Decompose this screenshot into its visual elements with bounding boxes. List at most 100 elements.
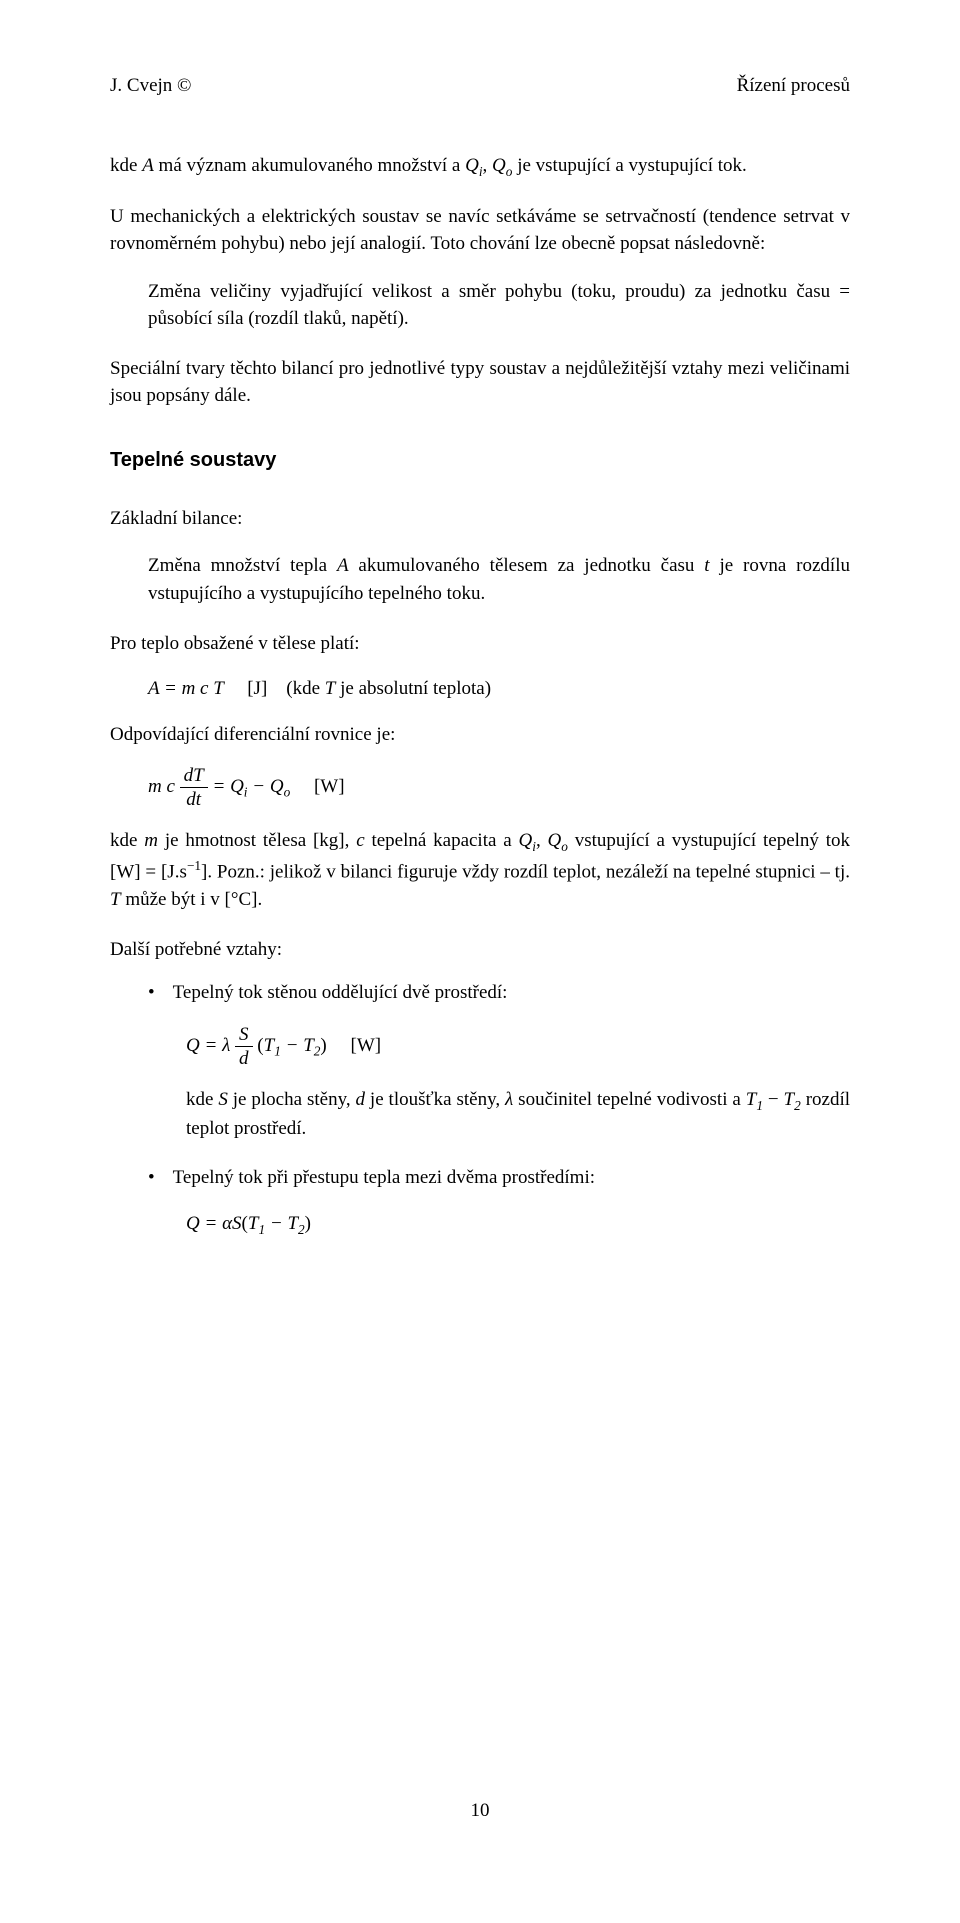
- sub-o: o: [284, 785, 291, 800]
- indented-definition-2: Změna množství tepla A akumulovaného těl…: [148, 552, 850, 607]
- var-S: S: [218, 1089, 228, 1110]
- text: součinitel tepelné vodivosti a: [513, 1089, 745, 1110]
- text: akumulovaného tělesem za jednotku času: [349, 555, 705, 576]
- formula-wall-flux: Q = λ Sd (T1 − T2) [W]: [186, 1025, 850, 1068]
- text: vstupující a vystupující tepelný tok: [568, 830, 850, 851]
- var-A: A: [142, 155, 154, 176]
- numerator: dT: [180, 766, 208, 788]
- var-T: T: [110, 889, 121, 910]
- paren-close: ): [305, 1213, 311, 1234]
- text: může být i v: [121, 889, 225, 910]
- text: kde: [186, 1089, 218, 1110]
- bullet-2: • Tepelný tok při přestupu tepla mezi dv…: [148, 1164, 850, 1192]
- indented-definition-1: Změna veličiny vyjadřující velikost a sm…: [148, 278, 850, 333]
- Q: Q: [186, 1035, 200, 1056]
- header-author: J. Cvejn ©: [110, 72, 191, 100]
- var-T1: T: [746, 1089, 757, 1110]
- var-Qi: Q: [519, 830, 533, 851]
- numerator: S: [235, 1025, 253, 1047]
- sub1: 1: [756, 1098, 763, 1113]
- unit-W: [W]: [110, 862, 141, 883]
- S: S: [232, 1213, 242, 1234]
- unit: [W]: [314, 776, 345, 797]
- paragraph-9: kde m je hmotnost tělesa [kg], c tepelná…: [110, 827, 850, 913]
- text: Změna množství tepla: [148, 555, 337, 576]
- note-open: (kde: [286, 678, 325, 699]
- sub1: 1: [274, 1043, 281, 1058]
- text: je plocha stěny,: [228, 1089, 356, 1110]
- sub2: 2: [794, 1098, 801, 1113]
- denominator: d: [235, 1047, 253, 1068]
- sub2: 2: [298, 1222, 305, 1237]
- Qi: Q: [230, 776, 244, 797]
- bullet-1: • Tepelný tok stěnou oddělující dvě pros…: [148, 979, 850, 1007]
- var-T2: T: [784, 1089, 795, 1110]
- formula-transfer-flux: Q = αS(T1 − T2): [186, 1210, 850, 1239]
- unit-degC: [°C]: [225, 889, 258, 910]
- text: ,: [536, 830, 548, 851]
- denominator: dt: [180, 788, 208, 809]
- T2: T: [303, 1035, 314, 1056]
- unit: [W]: [351, 1035, 382, 1056]
- paragraph-1: kde A má význam akumulovaného množství a…: [110, 152, 850, 181]
- minus: −: [265, 1213, 287, 1234]
- bullet-dot-icon: •: [148, 1164, 155, 1192]
- paragraph-7: Pro teplo obsažené v tělese platí:: [110, 630, 850, 658]
- text: má význam akumulovaného množství a: [154, 155, 465, 176]
- fraction-S-d: Sd: [235, 1025, 253, 1068]
- text: ,: [345, 830, 357, 851]
- var-m: m: [144, 830, 158, 851]
- text: kde: [110, 155, 142, 176]
- text: . Pozn.: jelikož v bilanci figuruje vždy…: [207, 862, 850, 883]
- paragraph-8: Odpovídající diferenciální rovnice je:: [110, 721, 850, 749]
- eq: =: [200, 1035, 222, 1056]
- T1: T: [248, 1213, 259, 1234]
- sub-o: o: [561, 839, 568, 854]
- minus: −: [281, 1035, 303, 1056]
- exp: −1: [187, 858, 201, 873]
- eq: =: [208, 776, 230, 797]
- eq: =: [200, 1213, 222, 1234]
- note-close: je absolutní teplota): [335, 678, 491, 699]
- text: ,: [483, 155, 493, 176]
- paragraph-2: U mechanických a elektrických soustav se…: [110, 203, 850, 258]
- text: tepelná kapacita a: [365, 830, 519, 851]
- formula-heat-content: A = m c T [J] (kde T je absolutní teplot…: [148, 675, 850, 703]
- unit: [J]: [247, 678, 267, 699]
- var-d: d: [356, 1089, 366, 1110]
- var-Qo: Q: [548, 830, 562, 851]
- page: J. Cvejn © Řízení procesů kde A má význa…: [110, 72, 850, 1863]
- var-A: A: [337, 555, 349, 576]
- Qo: Q: [270, 776, 284, 797]
- unit-Js-open: [J.s: [161, 862, 187, 883]
- text: kde: [110, 830, 144, 851]
- lambda: λ: [222, 1035, 235, 1056]
- paragraph-11: kde S je plocha stěny, d je tloušťka stě…: [186, 1086, 850, 1143]
- formula-heat-balance: m c dTdt = Qi − Qo [W]: [148, 766, 850, 809]
- paren-close: ): [320, 1035, 326, 1056]
- bullet-dot-icon: •: [148, 979, 155, 1007]
- page-number: 10: [110, 1797, 850, 1825]
- paragraph-5: Základní bilance:: [110, 505, 850, 533]
- paragraph-10: Další potřebné vztahy:: [110, 936, 850, 964]
- text: je tloušťka stěny,: [365, 1089, 505, 1110]
- page-header: J. Cvejn © Řízení procesů: [110, 72, 850, 100]
- bullet-2-text: Tepelný tok při přestupu tepla mezi dvěm…: [173, 1164, 850, 1192]
- section-heading-thermal: Tepelné soustavy: [110, 446, 850, 475]
- paren-open: (: [253, 1035, 264, 1056]
- Q: Q: [186, 1213, 200, 1234]
- text: .: [257, 889, 262, 910]
- var-c: c: [356, 830, 364, 851]
- var-Qi: Q: [465, 155, 479, 176]
- text: je vstupující a vystupující tok.: [512, 155, 746, 176]
- minus: −: [763, 1089, 784, 1110]
- text: je hmotnost tělesa: [158, 830, 313, 851]
- eq: =: [141, 862, 161, 883]
- T2: T: [287, 1213, 298, 1234]
- var-Qo: Q: [492, 155, 506, 176]
- header-title: Řízení procesů: [737, 72, 850, 100]
- alpha: α: [222, 1213, 232, 1234]
- paragraph-4: Speciální tvary těchto bilancí pro jedno…: [110, 355, 850, 410]
- lhs: A = m c T: [148, 678, 223, 699]
- minus: −: [248, 776, 270, 797]
